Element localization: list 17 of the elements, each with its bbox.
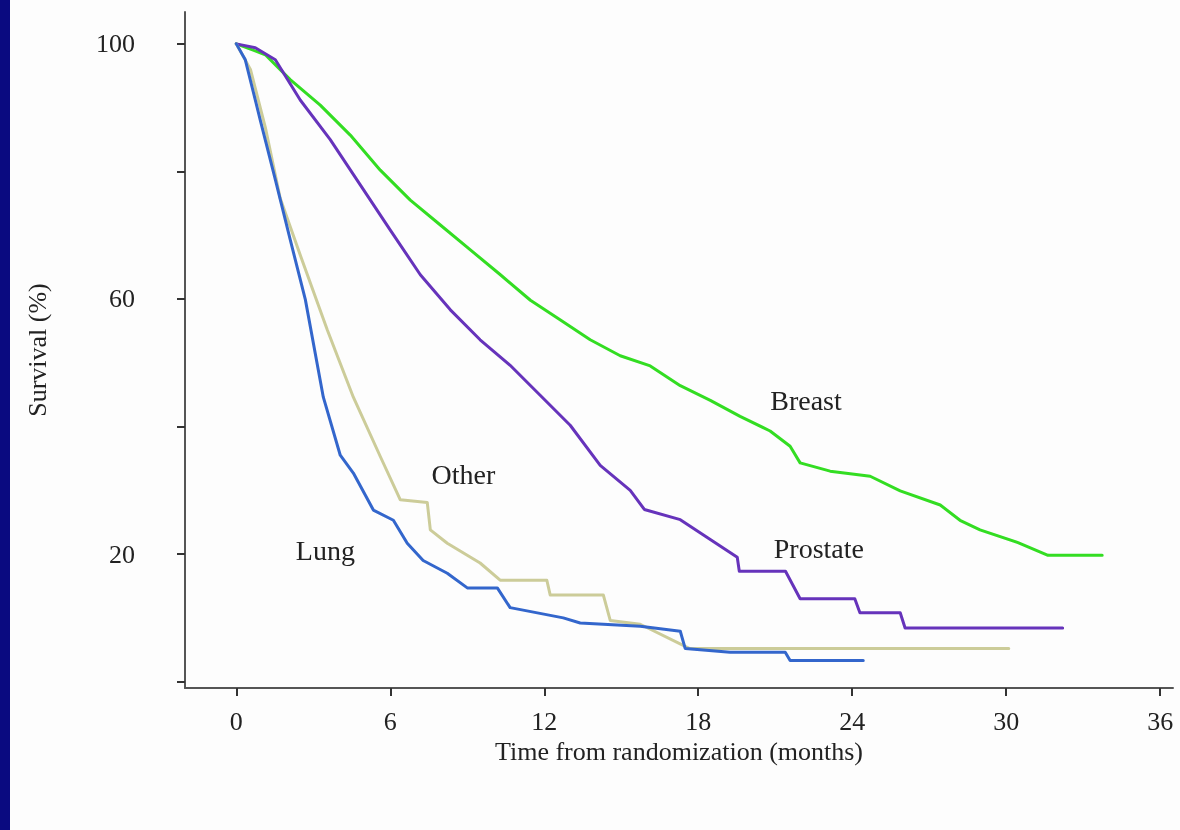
x-tick-label: 6 <box>383 706 397 736</box>
x-tick-label: 18 <box>685 706 712 736</box>
x-tick-label: 24 <box>839 706 866 736</box>
x-axis-title: Time from randomization (months) <box>494 737 864 767</box>
line-series <box>234 42 865 663</box>
x-tick-label: 0 <box>229 706 243 736</box>
y-axis-title: Survival (%) <box>22 283 52 417</box>
series-label: Other <box>431 459 496 491</box>
x-tick-label: 30 <box>993 706 1020 736</box>
series-label: Breast <box>770 384 843 416</box>
series-label: Lung <box>295 534 355 566</box>
y-tick-label: 20 <box>109 539 135 569</box>
series-label: Prostate <box>773 533 864 565</box>
y-tick-label: 60 <box>109 284 135 314</box>
x-tick-label: 36 <box>1147 706 1174 736</box>
y-tick-label: 100 <box>96 29 135 59</box>
x-tick-label: 12 <box>531 706 558 736</box>
